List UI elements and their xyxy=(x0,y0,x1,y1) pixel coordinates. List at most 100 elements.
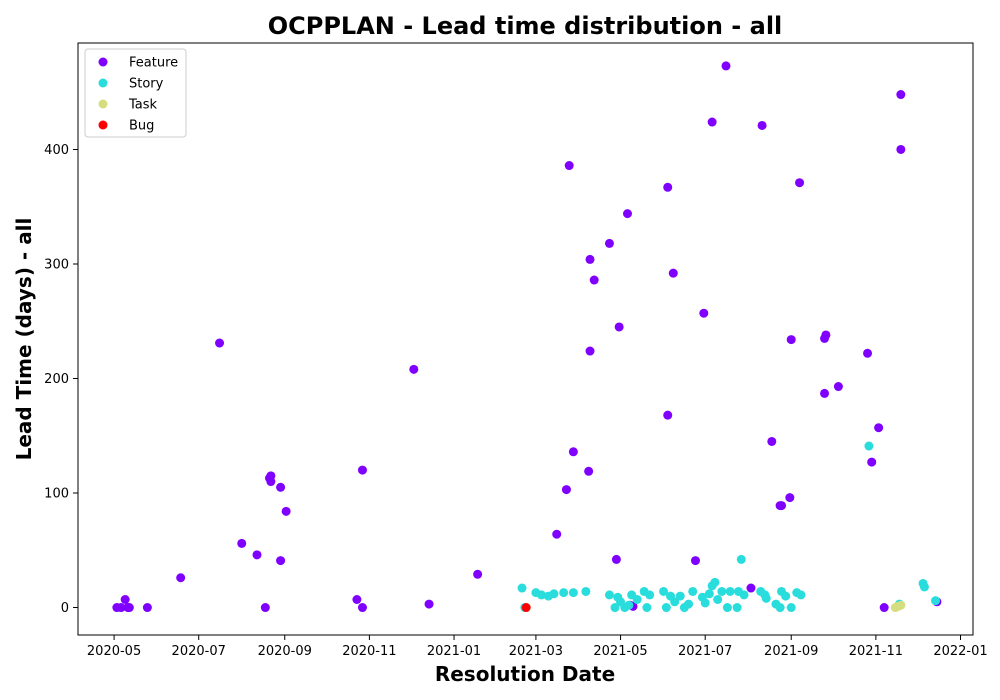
legend-label-story: Story xyxy=(129,77,164,92)
point-feature-18 xyxy=(357,603,367,613)
y-tick-label-0: 0 xyxy=(61,601,69,616)
point-feature-58 xyxy=(874,423,884,433)
point-feature-27 xyxy=(584,466,594,476)
x-tick-label-8: 2021-09 xyxy=(764,644,818,659)
point-task-2 xyxy=(896,600,906,610)
series-story xyxy=(517,441,941,613)
point-story-9 xyxy=(604,590,614,600)
point-story-37 xyxy=(732,603,742,613)
point-story-23 xyxy=(670,597,680,607)
point-story-8 xyxy=(581,586,591,596)
point-feature-22 xyxy=(473,569,483,579)
point-story-36 xyxy=(725,586,735,596)
point-feature-9 xyxy=(252,550,262,560)
point-story-40 xyxy=(739,590,749,600)
point-story-43 xyxy=(761,593,771,603)
x-tick-label-0: 2020-05 xyxy=(87,644,141,659)
point-feature-23 xyxy=(552,529,562,539)
point-story-50 xyxy=(796,590,806,600)
point-story-55 xyxy=(931,596,941,606)
series-task xyxy=(890,600,906,613)
legend-label-task: Task xyxy=(128,98,158,113)
x-tick-label-2: 2020-09 xyxy=(258,644,312,659)
point-story-14 xyxy=(624,600,634,610)
point-feature-48 xyxy=(777,501,787,511)
point-feature-61 xyxy=(896,90,906,100)
legend: Feature Story Task Bug xyxy=(84,48,187,138)
point-story-47 xyxy=(781,591,791,601)
point-feature-14 xyxy=(276,482,286,492)
point-feature-41 xyxy=(699,308,709,318)
point-feature-13 xyxy=(266,477,276,487)
point-feature-56 xyxy=(863,348,873,358)
series-feature xyxy=(112,61,942,613)
series-bug xyxy=(521,603,531,613)
point-story-7 xyxy=(568,588,578,598)
point-feature-6 xyxy=(176,573,186,583)
point-story-54 xyxy=(919,582,929,592)
point-feature-50 xyxy=(786,335,796,345)
x-axis-ticks: 2020-05 2020-07 2020-09 2020-11 2021-01 2021-… xyxy=(87,635,988,659)
y-tick-label-1: 100 xyxy=(44,487,69,502)
point-feature-44 xyxy=(746,583,756,593)
point-feature-37 xyxy=(663,182,673,192)
point-feature-16 xyxy=(281,506,291,516)
point-feature-8 xyxy=(237,538,247,548)
point-feature-42 xyxy=(707,117,717,127)
point-feature-53 xyxy=(821,330,831,340)
point-story-16 xyxy=(632,595,642,604)
point-feature-5 xyxy=(142,603,152,613)
point-feature-28 xyxy=(585,254,595,264)
point-story-26 xyxy=(684,599,694,609)
point-feature-20 xyxy=(409,364,419,374)
point-feature-39 xyxy=(668,268,678,278)
legend-frame xyxy=(84,48,187,138)
point-story-21 xyxy=(661,603,671,613)
point-story-30 xyxy=(704,589,714,599)
x-tick-label-10: 2022-01 xyxy=(933,644,987,659)
plot-frame xyxy=(77,42,974,636)
point-feature-30 xyxy=(589,275,599,285)
y-axis-label: Lead Time (days) - all xyxy=(12,218,36,461)
point-feature-38 xyxy=(663,410,673,420)
point-feature-29 xyxy=(585,346,595,356)
point-feature-46 xyxy=(767,436,777,446)
point-feature-57 xyxy=(867,457,877,467)
point-story-6 xyxy=(559,588,569,598)
point-feature-15 xyxy=(276,556,286,566)
x-tick-label-3: 2020-11 xyxy=(342,644,396,659)
y-tick-label-2: 200 xyxy=(44,372,69,387)
point-feature-49 xyxy=(785,493,795,503)
y-axis-ticks: 0 100 200 300 400 xyxy=(44,143,78,616)
point-feature-25 xyxy=(564,161,574,171)
point-feature-1 xyxy=(116,603,126,613)
legend-marker-bug xyxy=(98,120,108,130)
point-story-32 xyxy=(710,577,720,587)
point-feature-21 xyxy=(424,599,434,609)
point-story-33 xyxy=(713,595,723,604)
point-story-29 xyxy=(700,598,710,608)
point-story-19 xyxy=(645,590,655,600)
point-feature-2 xyxy=(120,595,130,604)
point-story-51 xyxy=(864,441,874,451)
point-feature-7 xyxy=(215,338,225,348)
point-story-3 xyxy=(536,590,546,600)
point-story-20 xyxy=(659,586,669,596)
y-tick-label-4: 400 xyxy=(44,143,69,158)
x-tick-label-7: 2021-07 xyxy=(678,644,732,659)
point-feature-34 xyxy=(622,209,632,219)
point-story-34 xyxy=(717,586,727,596)
point-story-10 xyxy=(610,603,620,613)
point-feature-17 xyxy=(352,595,362,604)
point-bug-0 xyxy=(521,603,531,613)
point-feature-60 xyxy=(896,144,906,154)
point-story-48 xyxy=(786,603,796,613)
point-story-35 xyxy=(722,603,732,613)
y-tick-label-3: 300 xyxy=(44,257,69,272)
point-feature-51 xyxy=(795,178,805,188)
point-feature-10 xyxy=(260,603,270,613)
point-feature-40 xyxy=(690,556,700,566)
legend-marker-task xyxy=(98,99,108,109)
point-story-24 xyxy=(675,591,685,601)
